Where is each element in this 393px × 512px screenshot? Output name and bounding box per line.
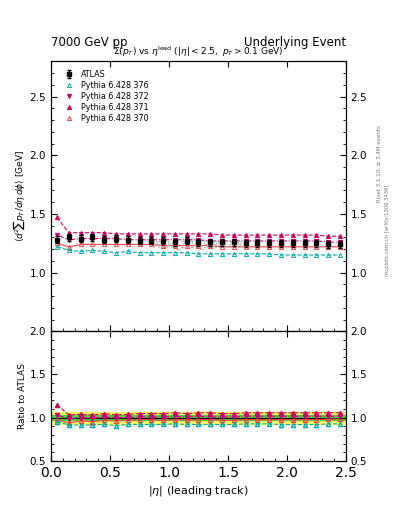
Legend: ATLAS, Pythia 6.428 376, Pythia 6.428 372, Pythia 6.428 371, Pythia 6.428 370: ATLAS, Pythia 6.428 376, Pythia 6.428 37…	[58, 68, 151, 124]
Text: 7000 GeV pp: 7000 GeV pp	[51, 36, 128, 49]
Y-axis label: Ratio to ATLAS: Ratio to ATLAS	[18, 363, 27, 429]
Y-axis label: $\langle d^2\!\sum p_T/d\eta\,d\phi\rangle$ [GeV]: $\langle d^2\!\sum p_T/d\eta\,d\phi\rang…	[11, 151, 27, 242]
Text: mcplots.cern.ch [arXiv:1306.3436]: mcplots.cern.ch [arXiv:1306.3436]	[385, 185, 389, 276]
Text: Underlying Event: Underlying Event	[244, 36, 346, 49]
Text: ATLAS_2010_S8894728: ATLAS_2010_S8894728	[154, 241, 243, 249]
Text: Rivet 3.1.10, ≥ 3.4M events: Rivet 3.1.10, ≥ 3.4M events	[377, 125, 382, 202]
Text: $\Sigma(p_T)$ vs $\eta^\mathrm{lead}$ ($|\eta|<2.5,\ p_T>0.1$ GeV): $\Sigma(p_T)$ vs $\eta^\mathrm{lead}$ ($…	[113, 45, 284, 59]
Bar	[51, 412, 346, 423]
Bar	[51, 415, 346, 420]
X-axis label: $|\eta|$ (leading track): $|\eta|$ (leading track)	[148, 484, 249, 498]
